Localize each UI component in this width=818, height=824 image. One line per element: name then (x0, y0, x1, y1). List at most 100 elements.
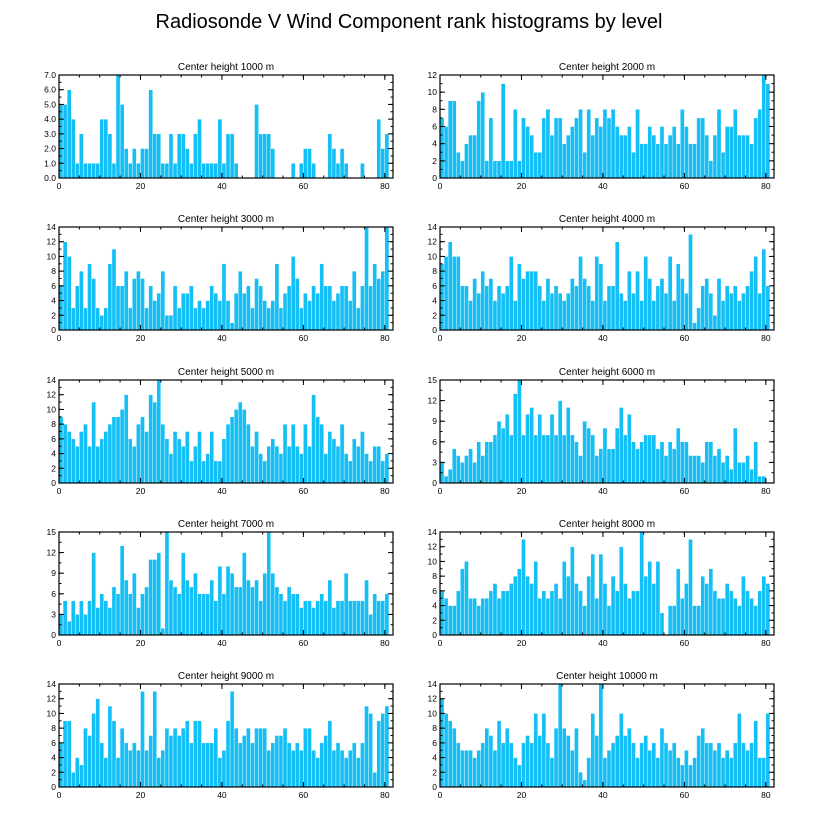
bar (517, 764, 522, 788)
bar (331, 148, 337, 179)
bar (647, 278, 653, 331)
bar (733, 427, 738, 484)
bar (295, 278, 300, 331)
x-tick-label: 20 (136, 790, 146, 800)
bar (602, 757, 608, 788)
x-tick-label: 20 (136, 181, 146, 191)
bar (311, 394, 316, 484)
bar (172, 727, 178, 788)
bar (180, 293, 186, 331)
panel-title: Center height 7000 m (178, 519, 274, 530)
bar (749, 143, 754, 179)
y-tick-label: 8 (432, 104, 437, 114)
y-tick-label: 8 (432, 266, 437, 276)
bar (614, 590, 620, 636)
bar (323, 735, 329, 788)
bar (594, 735, 600, 788)
bar (128, 750, 133, 788)
bar (708, 441, 714, 484)
bar (254, 727, 259, 788)
y-tick-label: 12 (47, 237, 57, 247)
bar (619, 407, 624, 484)
bar (335, 600, 341, 636)
bar (561, 143, 567, 179)
bar (488, 590, 494, 636)
bar (525, 270, 530, 331)
bar (749, 742, 754, 788)
bar (99, 438, 105, 484)
bar (468, 300, 473, 331)
bar (258, 727, 263, 788)
y-tick-label: 2 (432, 156, 437, 166)
x-tick-label: 80 (380, 486, 390, 496)
bar (582, 278, 587, 331)
bar (87, 735, 92, 788)
bar (460, 568, 465, 636)
bar (217, 300, 223, 331)
bar (295, 593, 300, 636)
x-tick-label: 0 (438, 486, 443, 496)
bar (663, 455, 669, 484)
bar (79, 600, 84, 636)
y-tick-label: 10 (47, 708, 57, 718)
bar (586, 575, 591, 636)
bar (75, 285, 80, 331)
bar (464, 561, 469, 636)
bar (193, 573, 198, 636)
bar (704, 583, 710, 636)
bar (172, 285, 178, 331)
bar (659, 278, 665, 331)
bar (278, 735, 284, 788)
y-tick-label: 4.0 (44, 114, 56, 124)
bar (549, 590, 555, 636)
x-tick-label: 40 (598, 486, 608, 496)
bar (91, 552, 96, 636)
bar (537, 285, 543, 331)
bar (238, 742, 243, 788)
bar (201, 742, 206, 788)
bar (274, 263, 280, 331)
bar (549, 134, 555, 179)
bar (541, 590, 547, 636)
bar (83, 307, 88, 331)
bar (213, 163, 219, 179)
y-tick-label: 12 (428, 396, 438, 406)
bar (704, 742, 710, 788)
bar (623, 134, 628, 179)
bar (720, 300, 726, 331)
bar (684, 293, 689, 331)
bar (331, 607, 337, 636)
bar (643, 575, 648, 636)
y-tick-label: 10 (428, 87, 438, 97)
bar (464, 455, 469, 484)
bar (213, 293, 219, 331)
bar (517, 568, 522, 636)
bar (753, 441, 758, 484)
bar (509, 434, 514, 484)
bar (635, 448, 640, 484)
bar (712, 134, 718, 179)
bar (364, 705, 369, 788)
bar (582, 779, 587, 788)
bar (160, 750, 166, 788)
bar (152, 300, 157, 331)
bar (728, 126, 734, 179)
bar (651, 583, 657, 636)
bar (504, 727, 510, 788)
bar (712, 750, 718, 788)
y-tick-label: 8 (51, 266, 56, 276)
bar (647, 434, 653, 484)
bar (270, 438, 276, 484)
bar (91, 278, 96, 331)
bar (107, 133, 113, 179)
bar (254, 104, 259, 179)
bar (484, 160, 490, 179)
bar (452, 605, 457, 636)
y-tick-label: 12 (428, 70, 438, 80)
x-tick-label: 0 (438, 638, 443, 648)
bar (238, 586, 243, 636)
bar (176, 307, 182, 331)
bar (172, 586, 178, 636)
bar (258, 600, 263, 636)
bar (647, 561, 653, 636)
